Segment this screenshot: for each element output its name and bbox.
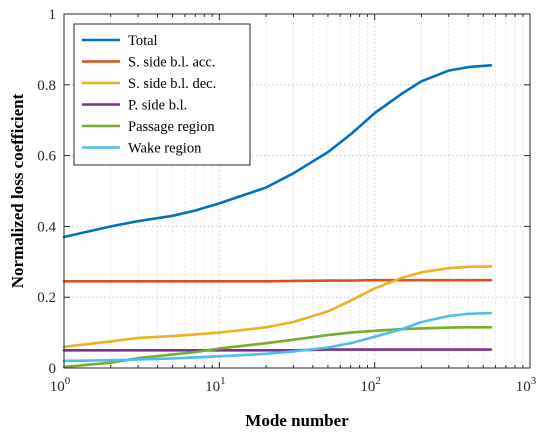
series-line-3 xyxy=(62,265,493,349)
legend-box xyxy=(73,23,251,166)
x-tick-labels: 100 101 102 103 xyxy=(50,375,537,395)
y-tick-label: 0.8 xyxy=(37,78,56,94)
legend-label: Passage region xyxy=(128,119,215,135)
x-tick-label: 100 xyxy=(50,375,71,395)
y-tick-label: 0.4 xyxy=(37,219,56,235)
x-tick-label: 102 xyxy=(360,375,381,395)
x-axis-title: Mode number xyxy=(245,411,349,430)
series-line-4 xyxy=(62,348,493,352)
series-line-5 xyxy=(62,325,493,369)
series-line-2 xyxy=(62,278,493,283)
legend-label: P. side b.l. xyxy=(128,98,187,114)
series-line-6 xyxy=(62,311,493,363)
y-tick-label: 0 xyxy=(49,361,57,377)
legend: Total S. side b.l. acc. S. side b.l. dec. P… xyxy=(73,23,251,166)
axis-ticks xyxy=(63,13,530,369)
legend-label: S. side b.l. acc. xyxy=(128,55,215,71)
y-tick-labels: 0 0.2 0.4 0.6 0.8 1 xyxy=(37,7,56,377)
legend-label: S. side b.l. dec. xyxy=(128,76,216,92)
y-axis-title: Normalized loss coefficient xyxy=(8,93,27,288)
series-lines xyxy=(62,64,493,369)
y-tick-label: 0.6 xyxy=(37,149,56,165)
y-tick-label: 1 xyxy=(49,7,57,23)
legend-label: Wake region xyxy=(128,141,202,157)
legend-label: Total xyxy=(128,33,158,49)
series-line-1 xyxy=(62,64,493,239)
x-tick-label: 103 xyxy=(516,375,537,395)
y-tick-label: 0.2 xyxy=(37,290,56,306)
x-tick-label: 101 xyxy=(205,375,226,395)
plot-frame xyxy=(63,13,531,369)
